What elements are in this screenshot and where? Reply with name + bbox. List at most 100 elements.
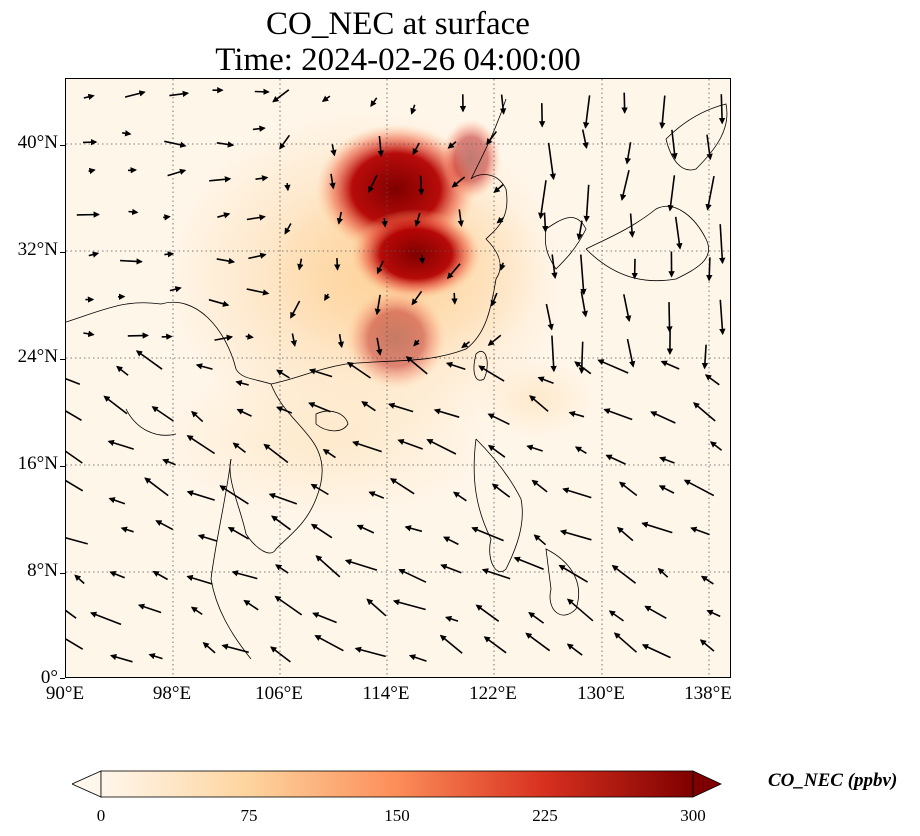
wind-arrow — [490, 292, 498, 307]
wind-arrow — [550, 335, 557, 373]
wind-arrow — [191, 410, 204, 423]
wind-arrow — [641, 644, 671, 659]
wind-arrow — [368, 491, 385, 499]
wind-arrow — [537, 376, 554, 385]
wind-arrow — [413, 339, 420, 347]
wind-arrow — [148, 653, 163, 660]
wind-arrow — [235, 380, 249, 387]
wind-arrow — [418, 255, 426, 265]
lat-label-16n: 16°N — [17, 453, 58, 474]
gridlines — [66, 79, 730, 677]
wind-arrow — [719, 299, 726, 336]
wind-arrow — [392, 599, 426, 611]
coastlines — [66, 98, 728, 660]
wind-arrow — [693, 402, 716, 422]
map-subtitle: Time: 2024-02-26 04:00:00 — [215, 42, 581, 78]
wind-arrow — [701, 344, 709, 370]
wind-arrow — [334, 258, 341, 271]
wind-arrow — [452, 491, 467, 502]
wind-arrow — [290, 300, 301, 319]
wind-arrow — [529, 395, 549, 412]
wind-arrow — [312, 612, 337, 624]
wind-arrow — [487, 413, 510, 426]
wind-arrow — [167, 168, 187, 177]
wind-arrow — [315, 555, 341, 578]
wind-arrow — [513, 556, 544, 571]
wind-arrow — [706, 609, 721, 618]
wind-arrow — [418, 175, 425, 196]
wind-arrow — [164, 140, 187, 148]
wind-arrow — [216, 257, 236, 265]
concentration-field — [156, 109, 596, 519]
wind-arrow — [531, 479, 548, 493]
wind-arrow — [457, 209, 464, 227]
wind-arrow — [666, 302, 673, 333]
wind-arrow — [354, 646, 386, 658]
wind-arrow — [276, 369, 291, 379]
wind-arrow — [186, 490, 215, 501]
wind-arrow — [376, 260, 384, 275]
wind-arrow — [109, 571, 125, 579]
wind-arrow — [581, 129, 589, 149]
wind-arrow — [568, 410, 585, 418]
wind-arrow — [163, 214, 171, 221]
wind-arrow — [162, 458, 176, 466]
wind-arrow — [493, 183, 504, 194]
wind-arrow — [499, 262, 506, 271]
wind-arrow — [186, 435, 216, 455]
wind-arrow — [279, 134, 291, 150]
wind-arrow — [660, 360, 680, 370]
wind-arrow — [214, 334, 234, 341]
wind-arrow — [74, 574, 85, 585]
wind-vectors — [66, 86, 726, 663]
wind-arrow — [538, 180, 547, 220]
wind-arrow — [376, 337, 383, 356]
wind-arrow — [410, 104, 417, 115]
wind-arrow — [411, 290, 423, 306]
lon-label-90e: 90°E — [45, 683, 85, 704]
wind-arrow — [90, 611, 122, 626]
wind-arrow — [618, 481, 638, 497]
wind-arrow — [562, 487, 592, 499]
wind-arrow — [122, 130, 132, 137]
lat-label-24n: 24°N — [17, 346, 58, 367]
lat-label-8n: 8°N — [27, 560, 58, 581]
wind-arrow — [426, 438, 457, 455]
wind-arrow — [324, 293, 331, 302]
wind-arrow — [486, 131, 498, 146]
wind-arrow — [667, 175, 676, 212]
wind-arrow — [248, 252, 267, 260]
wind-arrow — [337, 333, 345, 349]
map-title: CO_NEC at surface — [266, 6, 530, 42]
wind-arrow — [190, 606, 203, 616]
wind-arrow — [389, 478, 415, 495]
wind-arrow — [127, 332, 149, 339]
wind-arrow — [404, 525, 423, 533]
wind-arrow — [659, 456, 675, 464]
wind-arrow — [137, 603, 162, 614]
map-panel — [65, 78, 731, 678]
wind-arrow — [246, 288, 270, 296]
wind-arrow — [433, 408, 460, 418]
wind-arrow — [719, 224, 726, 265]
wind-arrow — [284, 223, 292, 235]
wind-arrow — [151, 406, 174, 422]
wind-arrow — [487, 334, 502, 346]
wind-arrow — [155, 520, 174, 531]
wind-arrow — [308, 402, 331, 413]
wind-arrow — [330, 144, 337, 157]
wind-arrow — [346, 361, 371, 379]
colorbar — [72, 770, 722, 798]
wind-arrow — [559, 529, 592, 541]
wind-arrow — [706, 134, 713, 161]
wind-arrow — [216, 141, 235, 148]
wind-arrow — [706, 257, 713, 282]
lat-label-40n: 40°N — [17, 132, 58, 153]
wind-arrow — [611, 564, 637, 584]
wind-arrow — [481, 568, 511, 580]
wind-arrow — [128, 208, 139, 216]
wind-arrow — [144, 477, 169, 497]
wind-arrow — [252, 125, 266, 132]
wind-arrow — [272, 89, 290, 103]
wind-arrow — [414, 212, 421, 227]
